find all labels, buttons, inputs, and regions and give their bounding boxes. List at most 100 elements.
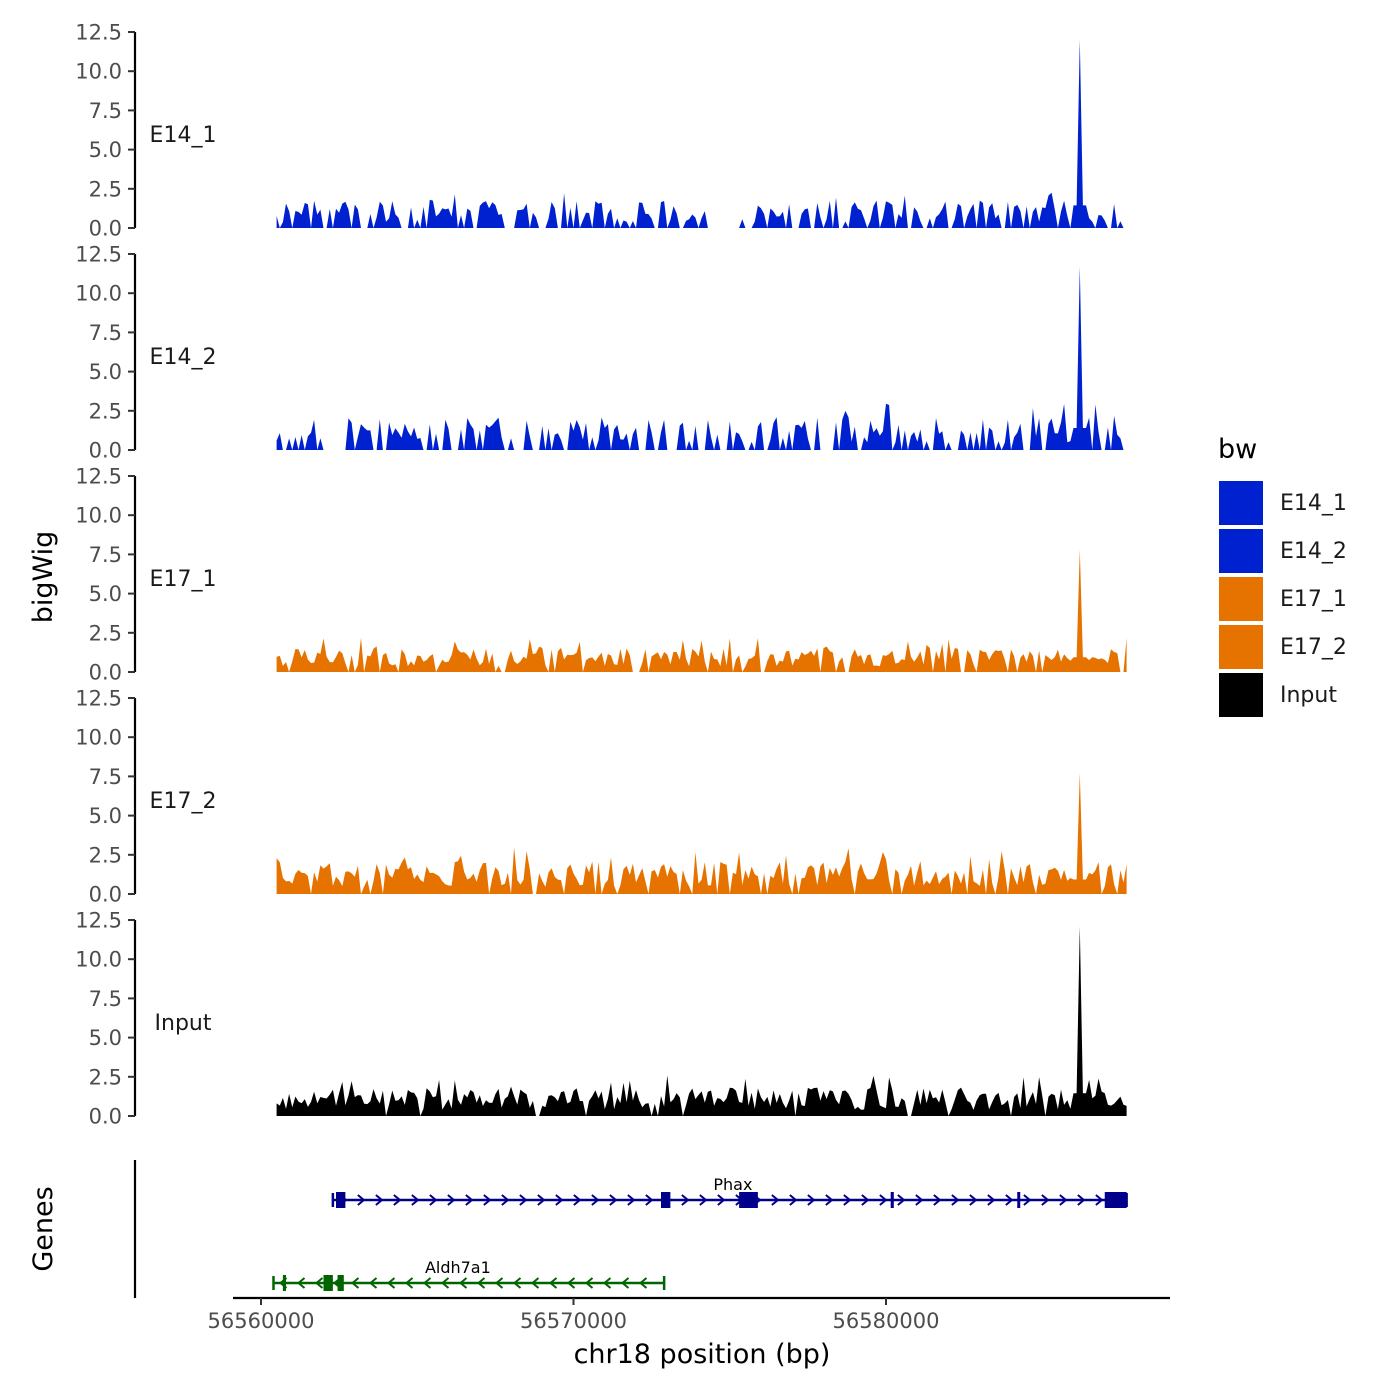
exon <box>337 1275 344 1291</box>
y-tick-label: 0.0 <box>89 217 122 241</box>
y-tick-label: 5.0 <box>89 1026 122 1050</box>
gene-label: Aldh7a1 <box>425 1258 491 1277</box>
y-tick-label: 5.0 <box>89 360 122 384</box>
strand-chevron <box>458 1277 468 1289</box>
strand-chevron <box>375 1194 384 1206</box>
y-tick-label: 10.0 <box>75 282 122 306</box>
strand-chevron <box>447 1194 456 1206</box>
y-tick-label: 0.0 <box>89 439 122 463</box>
exon <box>1104 1192 1127 1208</box>
coverage-area-e14-1 <box>276 39 1127 228</box>
strand-chevron <box>987 1194 996 1206</box>
y-tick-label: 5.0 <box>89 582 122 606</box>
track-label: E17_1 <box>150 567 217 592</box>
strand-chevron <box>519 1194 528 1206</box>
strand-chevron <box>386 1277 396 1289</box>
y-tick-label: 0.0 <box>89 883 122 907</box>
y-tick-label: 12.5 <box>75 21 122 45</box>
strand-chevron <box>602 1277 612 1289</box>
strand-chevron <box>699 1194 708 1206</box>
legend-label: E17_2 <box>1280 635 1347 660</box>
y-tick-label: 10.0 <box>75 60 122 84</box>
coverage-area-e17-1 <box>276 549 1127 672</box>
y-tick-label: 10.0 <box>75 726 122 750</box>
legend-key <box>1219 577 1263 621</box>
y-tick-label: 2.5 <box>89 1065 122 1089</box>
y-tick-label: 5.0 <box>89 804 122 828</box>
track-input: 0.0 2.5 5.0 7.5 10.0 12.5 Input <box>75 909 1127 1129</box>
y-tick-label: 7.5 <box>89 765 122 789</box>
exon <box>323 1275 333 1291</box>
strand-chevron <box>879 1194 888 1206</box>
y-tick-label: 2.5 <box>89 843 122 867</box>
x-tick-label: 56560000 <box>208 1309 315 1333</box>
strand-chevron <box>530 1277 540 1289</box>
strand-chevron <box>807 1194 816 1206</box>
y-tick-label: 2.5 <box>89 177 122 201</box>
coverage-area-e14-2 <box>276 266 1127 450</box>
strand-chevron <box>422 1277 432 1289</box>
y-tick-label: 7.5 <box>89 543 122 567</box>
y-tick-label: 5.0 <box>89 138 122 162</box>
legend: bw E14_1 E14_2 E17_1 E17_2 Input <box>1218 434 1347 717</box>
strand-chevron <box>969 1194 978 1206</box>
strand-chevron <box>512 1277 522 1289</box>
legend-label: E14_1 <box>1280 491 1347 516</box>
legend-label: Input <box>1280 683 1337 708</box>
y-tick-label: 7.5 <box>89 321 122 345</box>
y-tick-label: 12.5 <box>75 465 122 489</box>
strand-chevron <box>933 1194 942 1206</box>
exon <box>282 1275 286 1291</box>
strand-chevron <box>357 1194 366 1206</box>
x-axis-title: chr18 position (bp) <box>574 1339 831 1370</box>
strand-chevron <box>609 1194 618 1206</box>
strand-chevron <box>465 1194 474 1206</box>
track-label: E14_2 <box>150 345 217 370</box>
y-tick-label: 7.5 <box>89 987 122 1011</box>
track-e14-2: 0.0 2.5 5.0 7.5 10.0 12.5 E14_2 <box>75 243 1127 463</box>
strand-chevron <box>717 1194 726 1206</box>
strand-chevron <box>1095 1194 1104 1206</box>
strand-chevron <box>1023 1194 1032 1206</box>
y-tick-label: 0.0 <box>89 661 122 685</box>
strand-chevron <box>404 1277 414 1289</box>
strand-chevron <box>501 1194 510 1206</box>
strand-chevron <box>314 1277 324 1289</box>
track-e17-1: 0.0 2.5 5.0 7.5 10.0 12.5 E17_1 <box>75 465 1127 685</box>
strand-chevron <box>548 1277 558 1289</box>
track-label: E17_2 <box>150 789 217 814</box>
strand-chevron <box>537 1194 546 1206</box>
y-tick-label: 7.5 <box>89 99 122 123</box>
strand-chevron <box>566 1277 576 1289</box>
genes-track: Genes Phax Aldh7a1 <box>28 1160 1128 1298</box>
y-tick-label: 2.5 <box>89 621 122 645</box>
strand-chevron <box>494 1277 504 1289</box>
y-tick-label: 10.0 <box>75 504 122 528</box>
strand-chevron <box>638 1277 648 1289</box>
legend-label: E17_1 <box>1280 587 1347 612</box>
strand-chevron <box>681 1194 690 1206</box>
legend-label: E14_2 <box>1280 539 1347 564</box>
x-tick-label: 56570000 <box>520 1309 627 1333</box>
track-label: E14_1 <box>150 123 217 148</box>
exon <box>336 1192 346 1208</box>
track-e17-2: 0.0 2.5 5.0 7.5 10.0 12.5 E17_2 <box>75 687 1127 907</box>
strand-chevron <box>915 1194 924 1206</box>
strand-chevron <box>440 1277 450 1289</box>
gene-label: Phax <box>713 1175 752 1194</box>
exon <box>661 1192 671 1208</box>
exon <box>739 1192 758 1208</box>
strand-chevron <box>627 1194 636 1206</box>
strand-chevron <box>393 1194 402 1206</box>
gene-phax: Phax <box>331 1175 1128 1208</box>
coverage-area-e17-2 <box>276 773 1127 894</box>
y-tick-label: 12.5 <box>75 243 122 267</box>
strand-chevron <box>483 1194 492 1206</box>
strand-chevron <box>584 1277 594 1289</box>
strand-chevron <box>429 1194 438 1206</box>
strand-chevron <box>1059 1194 1068 1206</box>
track-e14-1: 0.0 2.5 5.0 7.5 10.0 12.5 E14_1 <box>75 21 1127 241</box>
